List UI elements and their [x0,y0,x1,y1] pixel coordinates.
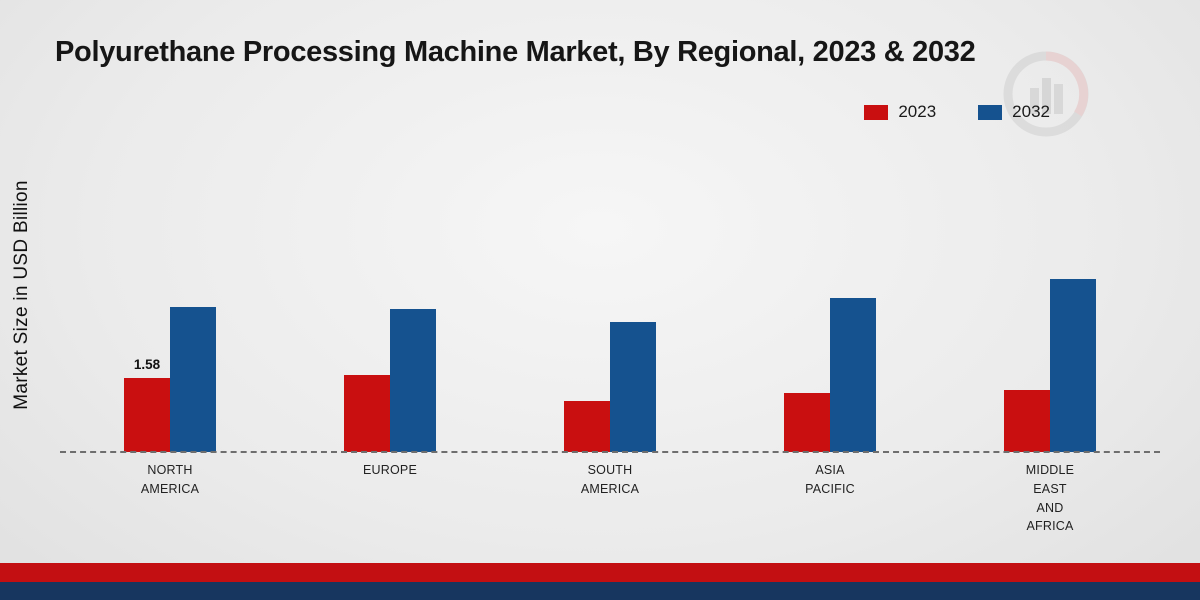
data-label-2023-north-america: 1.58 [133,357,161,372]
category-label-asia-pacific: ASIA PACIFIC [805,463,855,496]
bar-2023-north-america: 1.58 [124,357,170,452]
category-labels: NORTH AMERICA EUROPE SOUTH AMERICA ASIA PAC… [60,461,1160,551]
category-label-north-america: NORTH AMERICA [140,463,200,496]
legend-label-2023: 2023 [898,102,937,121]
footer-red-stripe [0,563,1200,582]
bar-2023-asia-pacific [784,393,830,452]
category-label-middle-east-and-africa: MIDDLE EAST AND AFRICA [1025,463,1075,534]
bar-2032-north-america [170,307,216,452]
bar-2032-asia-pacific [830,298,876,452]
plot-area: 1.58 [60,162,1160,452]
bar-2023-europe [344,375,390,452]
bar-group-asia-pacific [720,298,940,452]
bar-2023-south-america [564,401,610,452]
bar-2032-europe [390,309,436,452]
legend-label-2032: 2032 [1012,102,1050,121]
legend-swatch-2032 [978,104,1003,120]
chart-title: Polyurethane Processing Machine Market, … [55,36,976,68]
footer-navy-stripe [0,582,1200,600]
bar-2032-south-america [610,322,656,452]
category-label-europe: EUROPE [363,463,417,477]
legend-item-2023: 2023 [864,102,936,122]
legend-item-2032: 2032 [978,102,1050,122]
category-label-south-america: SOUTH AMERICA [580,463,640,496]
bar-2032-middle-east-and-africa [1050,279,1096,452]
y-axis-label: Market Size in USD Billion [11,180,32,410]
watermark-logo [1003,51,1089,137]
bar-group-north-america: 1.58 [60,307,280,452]
bar-group-middle-east-and-africa [940,279,1160,452]
x-axis-baseline [60,451,1160,453]
bar-group-south-america [500,322,720,452]
bar-2023-middle-east-and-africa [1004,390,1050,452]
legend: 2023 2032 [864,102,1050,122]
legend-swatch-2023 [864,104,889,120]
bar-group-europe [280,309,500,452]
